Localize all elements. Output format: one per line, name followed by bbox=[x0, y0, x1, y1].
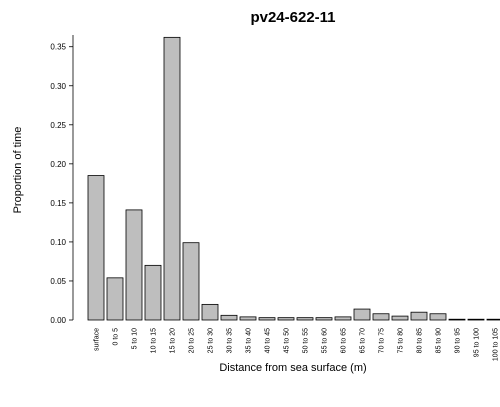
x-category-label: 55 to 60 bbox=[322, 328, 329, 353]
bar bbox=[353, 308, 371, 321]
bar bbox=[315, 317, 333, 321]
bar bbox=[486, 318, 500, 321]
bar bbox=[277, 317, 295, 321]
x-category-label: 20 to 25 bbox=[189, 328, 196, 353]
y-tick-label: 0.35 bbox=[50, 43, 66, 52]
bar bbox=[163, 36, 181, 321]
bar bbox=[106, 277, 124, 321]
bar bbox=[429, 313, 447, 321]
bar bbox=[296, 317, 314, 321]
y-axis: 0.00 0.05 0.10 0.15 0.20 0.25 0.30 0.35 bbox=[50, 43, 73, 325]
x-category-label: 0 to 5 bbox=[113, 328, 120, 346]
x-category-label: 80 to 85 bbox=[417, 328, 424, 353]
bar bbox=[125, 209, 143, 321]
y-tick-label: 0.20 bbox=[50, 160, 66, 169]
bar bbox=[239, 316, 257, 321]
bars bbox=[87, 36, 500, 321]
bar bbox=[201, 303, 219, 321]
x-category-label: 65 to 70 bbox=[360, 328, 367, 353]
x-category-label: 30 to 35 bbox=[227, 328, 234, 353]
x-category-label: 25 to 30 bbox=[208, 328, 215, 353]
bar bbox=[410, 311, 428, 321]
bar bbox=[220, 314, 238, 321]
x-category-label: 15 to 20 bbox=[170, 328, 177, 353]
y-tick-label: 0.30 bbox=[50, 82, 66, 91]
bar bbox=[467, 318, 485, 321]
x-category-label: 5 to 10 bbox=[132, 328, 139, 350]
bar bbox=[391, 315, 409, 321]
y-tick-label: 0.25 bbox=[50, 121, 66, 130]
bar bbox=[372, 313, 390, 321]
bar bbox=[334, 316, 352, 321]
x-axis-label: Distance from sea surface (m) bbox=[219, 362, 366, 374]
x-category-label: 10 to 15 bbox=[151, 328, 158, 353]
x-category-label: 100 to 105 bbox=[493, 328, 500, 361]
y-tick-label: 0.15 bbox=[50, 199, 66, 208]
y-tick-label: 0.00 bbox=[50, 316, 66, 325]
x-category-label: 90 to 95 bbox=[455, 328, 462, 353]
y-tick-label: 0.10 bbox=[50, 238, 66, 247]
bar bbox=[182, 242, 200, 321]
x-category-label: 35 to 40 bbox=[246, 328, 253, 353]
x-category-label: 45 to 50 bbox=[284, 328, 291, 353]
bar bbox=[144, 264, 162, 321]
x-category-label: 40 to 45 bbox=[265, 328, 272, 353]
bar bbox=[448, 318, 466, 321]
x-category-label: surface bbox=[94, 328, 101, 351]
x-category-label: 85 to 90 bbox=[436, 328, 443, 353]
x-category-label: 50 to 55 bbox=[303, 328, 310, 353]
bar bbox=[87, 175, 105, 321]
x-category-label: 70 to 75 bbox=[379, 328, 386, 353]
chart-title: pv24-622-11 bbox=[250, 9, 335, 26]
x-category-label: 60 to 65 bbox=[341, 328, 348, 353]
y-tick-label: 0.05 bbox=[50, 277, 66, 286]
y-axis-label: Proportion of time bbox=[12, 127, 24, 214]
x-category-label: 95 to 100 bbox=[474, 328, 481, 357]
bar bbox=[258, 317, 276, 321]
x-axis-categories: surface 0 to 5 5 to 10 10 to 15 15 to 20 20 t… bbox=[94, 328, 500, 361]
x-category-label: 75 to 80 bbox=[398, 328, 405, 353]
